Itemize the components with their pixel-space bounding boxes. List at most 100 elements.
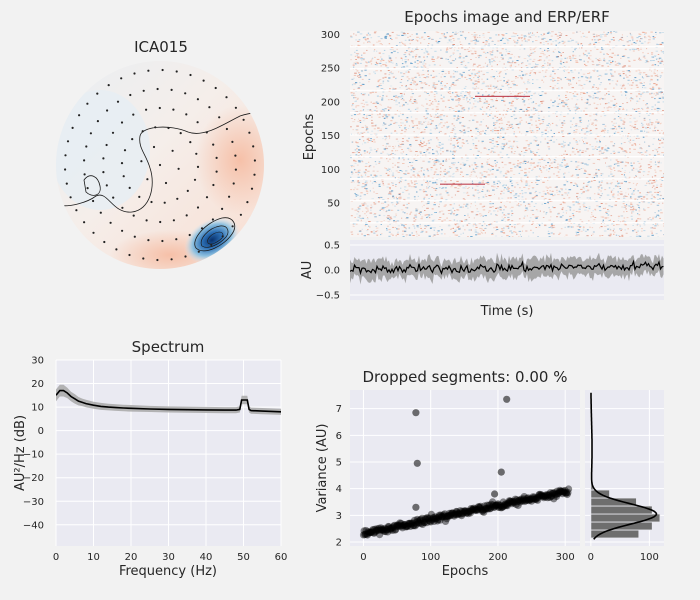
topomap-sensor <box>175 70 178 73</box>
variance-ytick: 6 <box>336 431 342 442</box>
variance-point <box>433 517 441 525</box>
variance-point <box>468 506 476 515</box>
variance-point <box>527 495 535 503</box>
topomap-sensor <box>231 225 234 228</box>
topomap-sensor <box>205 131 208 134</box>
variance-point <box>534 496 542 504</box>
spectrum-line <box>56 389 281 413</box>
topomap-sensor <box>167 126 170 130</box>
variance-point <box>512 500 520 508</box>
topomap-sensor <box>200 227 204 230</box>
variance-point <box>406 522 415 531</box>
topomap-contour <box>56 112 264 213</box>
variance-point <box>391 526 399 534</box>
variance-point <box>402 523 410 531</box>
topomap-sensor <box>228 195 231 198</box>
topomap-sensor <box>186 189 189 192</box>
topomap-sensor <box>145 108 148 111</box>
variance-point <box>530 495 538 503</box>
variance-point <box>562 489 571 497</box>
variance-point <box>417 516 425 524</box>
variance-point <box>518 497 526 505</box>
variance-point <box>425 514 433 522</box>
variance-point <box>484 505 492 513</box>
variance-point <box>542 493 550 501</box>
variance-point <box>410 522 418 530</box>
variance-point <box>552 492 561 501</box>
variance-point <box>442 513 450 521</box>
variance-point <box>514 501 522 510</box>
topomap-sensor <box>138 195 141 198</box>
erp-ylabel: AU <box>300 261 315 279</box>
variance-point <box>384 522 392 531</box>
variance-point <box>485 501 493 509</box>
topomap-sensor <box>64 168 67 171</box>
variance-point <box>499 503 507 511</box>
variance-point <box>437 511 445 519</box>
topomap-sensor <box>99 211 102 214</box>
variance-point <box>415 519 423 527</box>
variance-point <box>459 509 467 518</box>
variance-point <box>558 488 566 496</box>
variance-point <box>548 490 557 498</box>
variance-point <box>478 506 486 514</box>
variance-point <box>491 503 499 511</box>
topomap-sensor <box>122 175 125 178</box>
variance-point <box>406 519 414 527</box>
variance-point <box>398 522 406 530</box>
topomap-sensor <box>132 113 135 116</box>
variance-point <box>440 512 448 521</box>
variance-point <box>408 520 416 528</box>
topomap-title: ICA015 <box>134 38 188 56</box>
variance-point <box>515 496 524 504</box>
variance-point <box>487 504 495 512</box>
epochs-image-ytick: 50 <box>327 199 340 210</box>
variance-point <box>496 503 504 511</box>
variance-point <box>482 504 490 513</box>
variance-point <box>513 498 522 506</box>
variance-outlier <box>413 459 421 467</box>
variance-panel: Dropped segments: 0.00 % 0 100 200 300 2 3 4 5 6… <box>315 368 580 579</box>
variance-point <box>411 522 419 530</box>
variance-point <box>371 525 379 533</box>
variance-point <box>363 530 371 538</box>
epochs-image-noise <box>350 31 664 237</box>
variance-point <box>374 526 382 534</box>
variance-point <box>519 497 527 505</box>
variance-point <box>408 519 417 527</box>
topomap-sensor <box>185 113 188 116</box>
spectrum-ytick: −20 <box>23 473 44 484</box>
topomap-sensor <box>64 154 67 157</box>
variance-point <box>423 514 431 522</box>
variance-title: Dropped segments: 0.00 % <box>363 368 568 386</box>
variance-point <box>451 509 459 518</box>
topomap-sensor <box>92 199 95 203</box>
variance-point <box>502 502 510 510</box>
topomap-sensor <box>239 213 242 216</box>
topomap-sensor <box>152 145 156 149</box>
topomap-sensor <box>171 149 174 152</box>
variance-point <box>361 531 369 539</box>
variance-point <box>388 524 396 532</box>
variance-point <box>542 491 551 499</box>
variance-point <box>447 511 455 519</box>
variance-point <box>488 503 496 511</box>
variance-point <box>546 493 554 501</box>
topomap-sensor <box>179 132 182 135</box>
variance-point <box>464 507 472 515</box>
spectrum-ylabel: AU²/Hz (dB) <box>13 415 28 491</box>
variance-point <box>554 490 562 498</box>
variance-point <box>517 496 525 504</box>
variance-point <box>426 517 434 525</box>
variance-point <box>524 494 532 502</box>
topomap-sensor <box>107 84 110 87</box>
histogram-kde <box>590 392 658 540</box>
variance-point <box>387 525 395 533</box>
variance-point <box>446 512 454 520</box>
variance-point <box>504 499 512 507</box>
topomap-sensor <box>111 131 115 134</box>
variance-ytick: 4 <box>336 484 342 495</box>
topomap-sensor <box>156 258 159 262</box>
spectrum-ytick: 10 <box>31 403 44 414</box>
variance-area <box>350 390 580 546</box>
